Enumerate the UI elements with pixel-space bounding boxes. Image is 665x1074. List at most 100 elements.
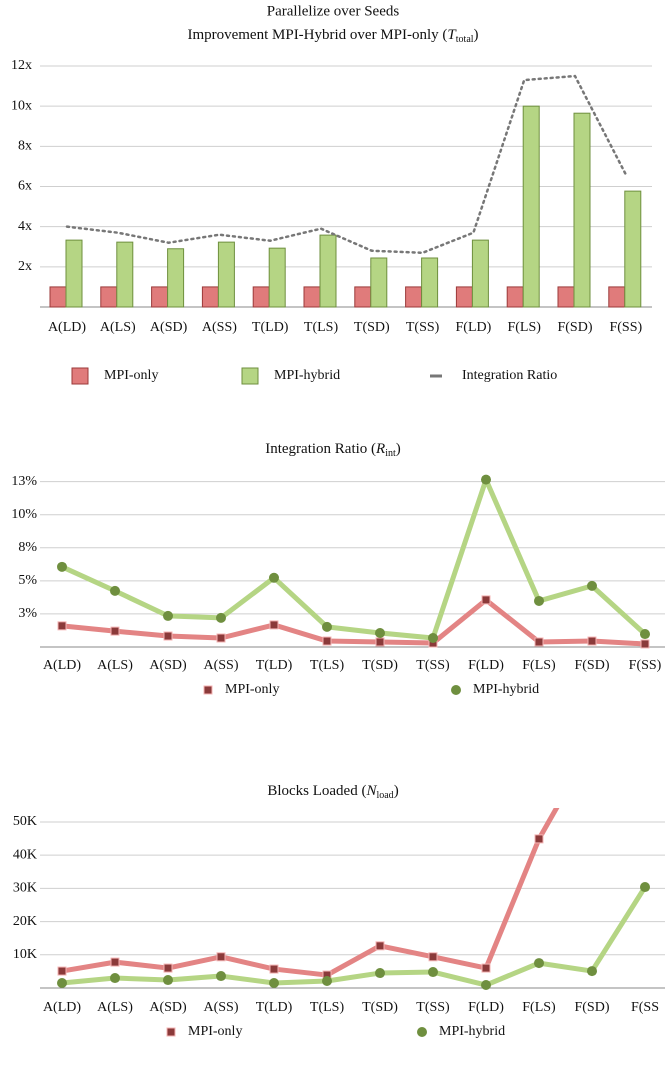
bar	[268, 247, 286, 308]
chart-title: Improvement MPI-Hybrid over MPI-only (Tt…	[187, 27, 478, 45]
y-tick-label: 50K	[13, 814, 37, 829]
point	[587, 966, 597, 977]
y-tick-label: 10%	[11, 507, 37, 522]
legend-marker	[203, 685, 213, 695]
x-tick-label: A(SD)	[150, 320, 188, 335]
x-tick-label: F(SS)	[629, 658, 662, 673]
legend-label: MPI-only	[188, 1024, 242, 1039]
point	[57, 621, 67, 631]
bar	[421, 257, 439, 308]
title-part: )	[474, 27, 479, 43]
x-tick-label: A(LD)	[48, 320, 86, 335]
line	[59, 884, 648, 988]
x-tick-label: A(SD)	[149, 658, 187, 673]
x-tick-label: T(SS)	[416, 658, 450, 673]
y-tick-label: 5%	[18, 573, 37, 588]
x-tick-label: F(SD)	[557, 320, 592, 335]
title-part: N	[365, 783, 377, 799]
bar	[319, 234, 337, 308]
bar	[522, 105, 540, 308]
point	[269, 964, 279, 974]
y-tick-label: 6x	[18, 179, 32, 194]
title-part: Improvement MPI-Hybrid over MPI-only (	[187, 27, 447, 43]
point	[216, 952, 226, 962]
legend-marker	[417, 1027, 427, 1037]
title-part: Blocks Loaded (	[267, 783, 366, 799]
point	[375, 637, 385, 647]
line	[65, 74, 628, 255]
legend-marker	[166, 1027, 176, 1037]
x-tick-label: A(LS)	[100, 320, 136, 335]
title-part: )	[396, 441, 401, 457]
title-part: load	[376, 790, 393, 801]
legend-label: MPI-only	[225, 682, 279, 697]
y-tick-label: 30K	[13, 881, 37, 896]
point	[322, 636, 332, 646]
point	[57, 978, 67, 989]
legend-label: MPI-hybrid	[473, 682, 539, 697]
legend-label: MPI-only	[104, 368, 158, 383]
plot	[57, 474, 650, 649]
point	[216, 633, 226, 643]
bar	[201, 286, 219, 308]
point	[640, 639, 650, 649]
point	[269, 572, 279, 583]
point	[269, 978, 279, 989]
x-tick-label: F(SD)	[574, 1000, 609, 1015]
bar	[65, 239, 83, 308]
x-tick-label: T(LS)	[310, 658, 345, 673]
bar	[100, 286, 118, 308]
x-tick-label: T(LS)	[310, 1000, 345, 1015]
bar	[303, 286, 321, 308]
y-tick-label: 2x	[18, 259, 32, 274]
y-tick-label: 10K	[13, 947, 37, 962]
y-tick-label: 3%	[18, 606, 37, 621]
point	[534, 834, 544, 844]
x-tick-label: A(LS)	[97, 1000, 133, 1015]
x-tick-label: F(SD)	[574, 658, 609, 673]
x-tick-label: A(LD)	[43, 1000, 81, 1015]
x-tick-label: T(LD)	[252, 320, 289, 335]
point	[640, 629, 650, 640]
point	[216, 971, 226, 982]
x-tick-label: T(SD)	[354, 320, 390, 335]
point	[375, 627, 385, 638]
x-tick-label: F(LS)	[522, 658, 556, 673]
x-tick-label: T(SD)	[362, 1000, 398, 1015]
y-tick-label: 40K	[13, 847, 37, 862]
y-tick-label: 20K	[13, 914, 37, 929]
x-tick-label: T(LD)	[256, 1000, 293, 1015]
title-part: int	[385, 448, 396, 459]
point	[163, 963, 173, 973]
point	[481, 963, 491, 973]
bar	[217, 241, 235, 308]
plot	[49, 74, 642, 308]
x-tick-label: F(SS)	[609, 320, 642, 335]
bar	[354, 286, 372, 308]
legend-label: MPI-hybrid	[439, 1024, 505, 1039]
x-tick-label: A(SS)	[203, 658, 238, 673]
point	[534, 958, 544, 969]
legend-swatch	[241, 367, 259, 385]
x-tick-label: T(LD)	[256, 658, 293, 673]
bar	[471, 239, 489, 308]
point	[587, 580, 597, 591]
point	[428, 952, 438, 962]
point	[269, 620, 279, 630]
x-tick-label: A(LD)	[43, 658, 81, 673]
x-tick-label: F(LD)	[468, 1000, 504, 1015]
plot	[57, 808, 650, 991]
legend-marker	[451, 685, 461, 695]
point	[481, 595, 491, 605]
bar	[49, 286, 67, 308]
line	[59, 477, 648, 641]
bar	[116, 241, 134, 308]
bar	[573, 112, 591, 308]
point	[587, 636, 597, 646]
y-tick-label: 12x	[11, 58, 32, 73]
x-tick-label: A(SS)	[202, 320, 237, 335]
bar	[455, 286, 473, 308]
point	[375, 941, 385, 951]
point	[322, 621, 332, 632]
